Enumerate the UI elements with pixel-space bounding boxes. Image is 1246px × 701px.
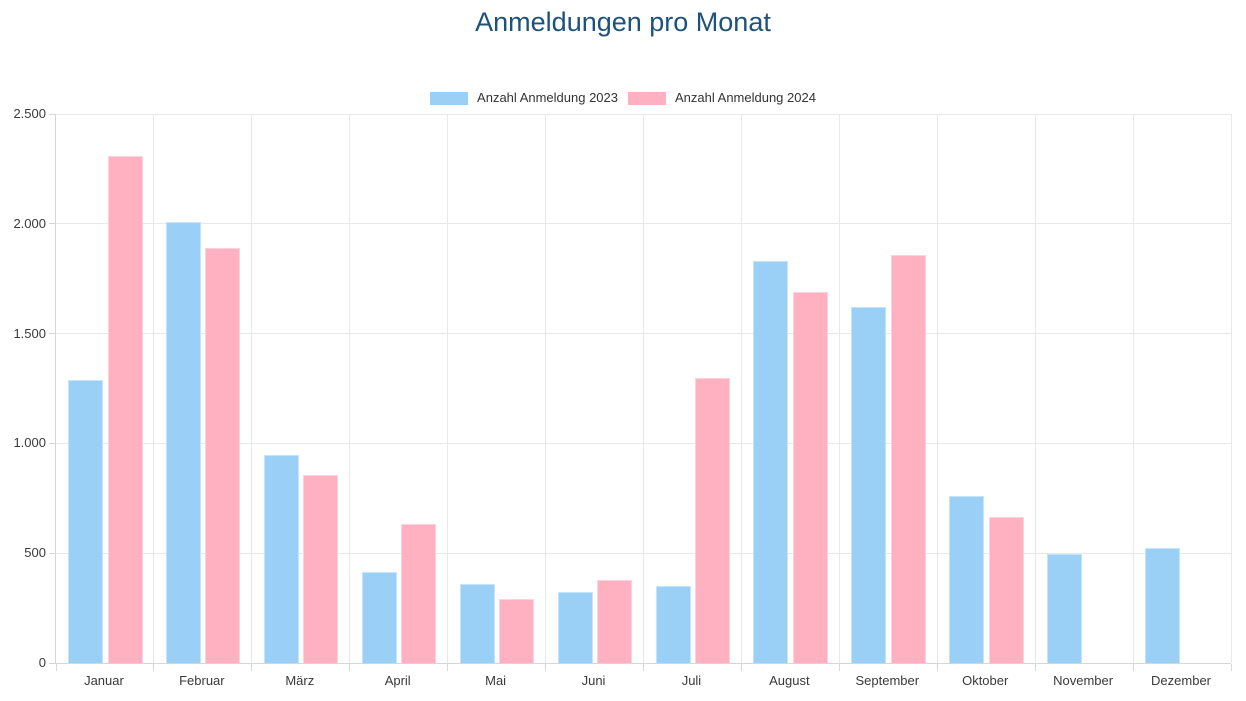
- y-tick-label: 1.000: [13, 435, 46, 451]
- legend-label-2023: Anzahl Anmeldung 2023: [477, 90, 618, 105]
- x-tick-label: Oktober: [962, 673, 1009, 688]
- bar-2024-juni: [597, 579, 633, 663]
- bar-2024-september: [890, 254, 926, 663]
- y-tick-mark: [49, 442, 55, 444]
- plot-area: [49, 113, 1232, 671]
- y-tick-mark: [49, 333, 55, 335]
- gridline-v: [545, 114, 547, 663]
- legend-item-2023[interactable]: Anzahl Anmeldung 2023: [430, 91, 618, 105]
- bar-2023-januar: [68, 379, 103, 663]
- y-tick-label: 1.500: [13, 325, 46, 341]
- y-tick-label: 2.000: [13, 215, 46, 231]
- legend-swatch-2024-icon: [628, 91, 666, 105]
- y-tick-label: 500: [24, 545, 46, 561]
- x-tick-label: Juni: [581, 673, 606, 688]
- y-tick-label: 2.500: [13, 106, 46, 121]
- gridline-v: [251, 114, 253, 663]
- x-tick-mark: [1230, 664, 1232, 671]
- bar-2023-februar: [165, 221, 201, 663]
- gridline-v: [740, 114, 742, 663]
- x-tick-label: März: [285, 673, 315, 688]
- x-tick-mark: [643, 664, 644, 671]
- bar-2024-oktober: [988, 516, 1024, 663]
- bar-2023-september: [851, 307, 887, 663]
- y-tick-label: 0: [38, 655, 46, 670]
- x-tick-mark: [545, 664, 547, 671]
- x-tick-mark: [936, 664, 938, 671]
- bar-2024-august: [792, 291, 828, 663]
- y-tick-mark: [49, 662, 55, 664]
- bar-2023-april: [361, 571, 397, 663]
- bar-2024-februar: [205, 247, 241, 663]
- x-tick-label: April: [384, 673, 411, 688]
- bar-2023-mai: [459, 583, 495, 663]
- gridline-v: [153, 114, 155, 663]
- y-tick-mark: [49, 552, 55, 554]
- x-tick-label: Januar: [84, 673, 124, 688]
- x-tick-label: September: [855, 673, 920, 688]
- gridline-v: [838, 114, 840, 663]
- bar-2024-januar: [107, 155, 143, 663]
- bar-2023-juli: [655, 586, 691, 663]
- bar-2023-november: [1047, 554, 1083, 663]
- x-tick-label: Mai: [485, 673, 507, 688]
- legend-label-2024: Anzahl Anmeldung 2024: [675, 90, 816, 105]
- x-tick-mark: [1132, 664, 1134, 671]
- bar-2024-juli: [695, 377, 730, 663]
- bar-2023-juni: [557, 591, 593, 663]
- gridline-v: [349, 114, 351, 663]
- x-tick-label: Februar: [179, 673, 225, 688]
- bar-2023-august: [753, 261, 789, 663]
- x-tick-label: Juli: [681, 673, 702, 688]
- x-tick-label: Dezember: [1151, 673, 1212, 688]
- x-tick-mark: [838, 664, 840, 671]
- gridline-v: [447, 114, 449, 663]
- bar-2023-märz: [263, 455, 299, 663]
- x-tick-mark: [153, 664, 155, 671]
- legend-swatch-2023-icon: [430, 91, 469, 105]
- bar-2023-dezember: [1145, 547, 1181, 663]
- y-tick-mark: [49, 113, 55, 115]
- x-tick-mark: [349, 664, 351, 671]
- bar-2024-april: [401, 523, 437, 663]
- x-tick-mark: [1034, 664, 1036, 671]
- chart-title: Anmeldungen pro Monat: [475, 7, 771, 37]
- x-tick-mark: [251, 664, 253, 671]
- x-tick-label: November: [1053, 673, 1114, 688]
- x-tick-mark: [740, 664, 742, 671]
- bar-2024-mai: [499, 599, 535, 663]
- gridline-v: [1132, 114, 1134, 663]
- bar-2024-märz: [303, 475, 339, 663]
- chart-legend: Anzahl Anmeldung 2023 Anzahl Anmeldung 2…: [0, 91, 1246, 105]
- x-tick-mark: [447, 664, 449, 671]
- x-tick-label: August: [769, 673, 810, 688]
- y-tick-mark: [49, 223, 55, 225]
- gridline-v: [1230, 114, 1232, 663]
- bar-2023-oktober: [949, 496, 985, 663]
- legend-item-2024[interactable]: Anzahl Anmeldung 2024: [628, 91, 816, 105]
- x-tick-mark: [55, 664, 57, 671]
- gridline-v: [643, 114, 644, 663]
- gridline-v: [936, 114, 938, 663]
- gridline-v: [1034, 114, 1036, 663]
